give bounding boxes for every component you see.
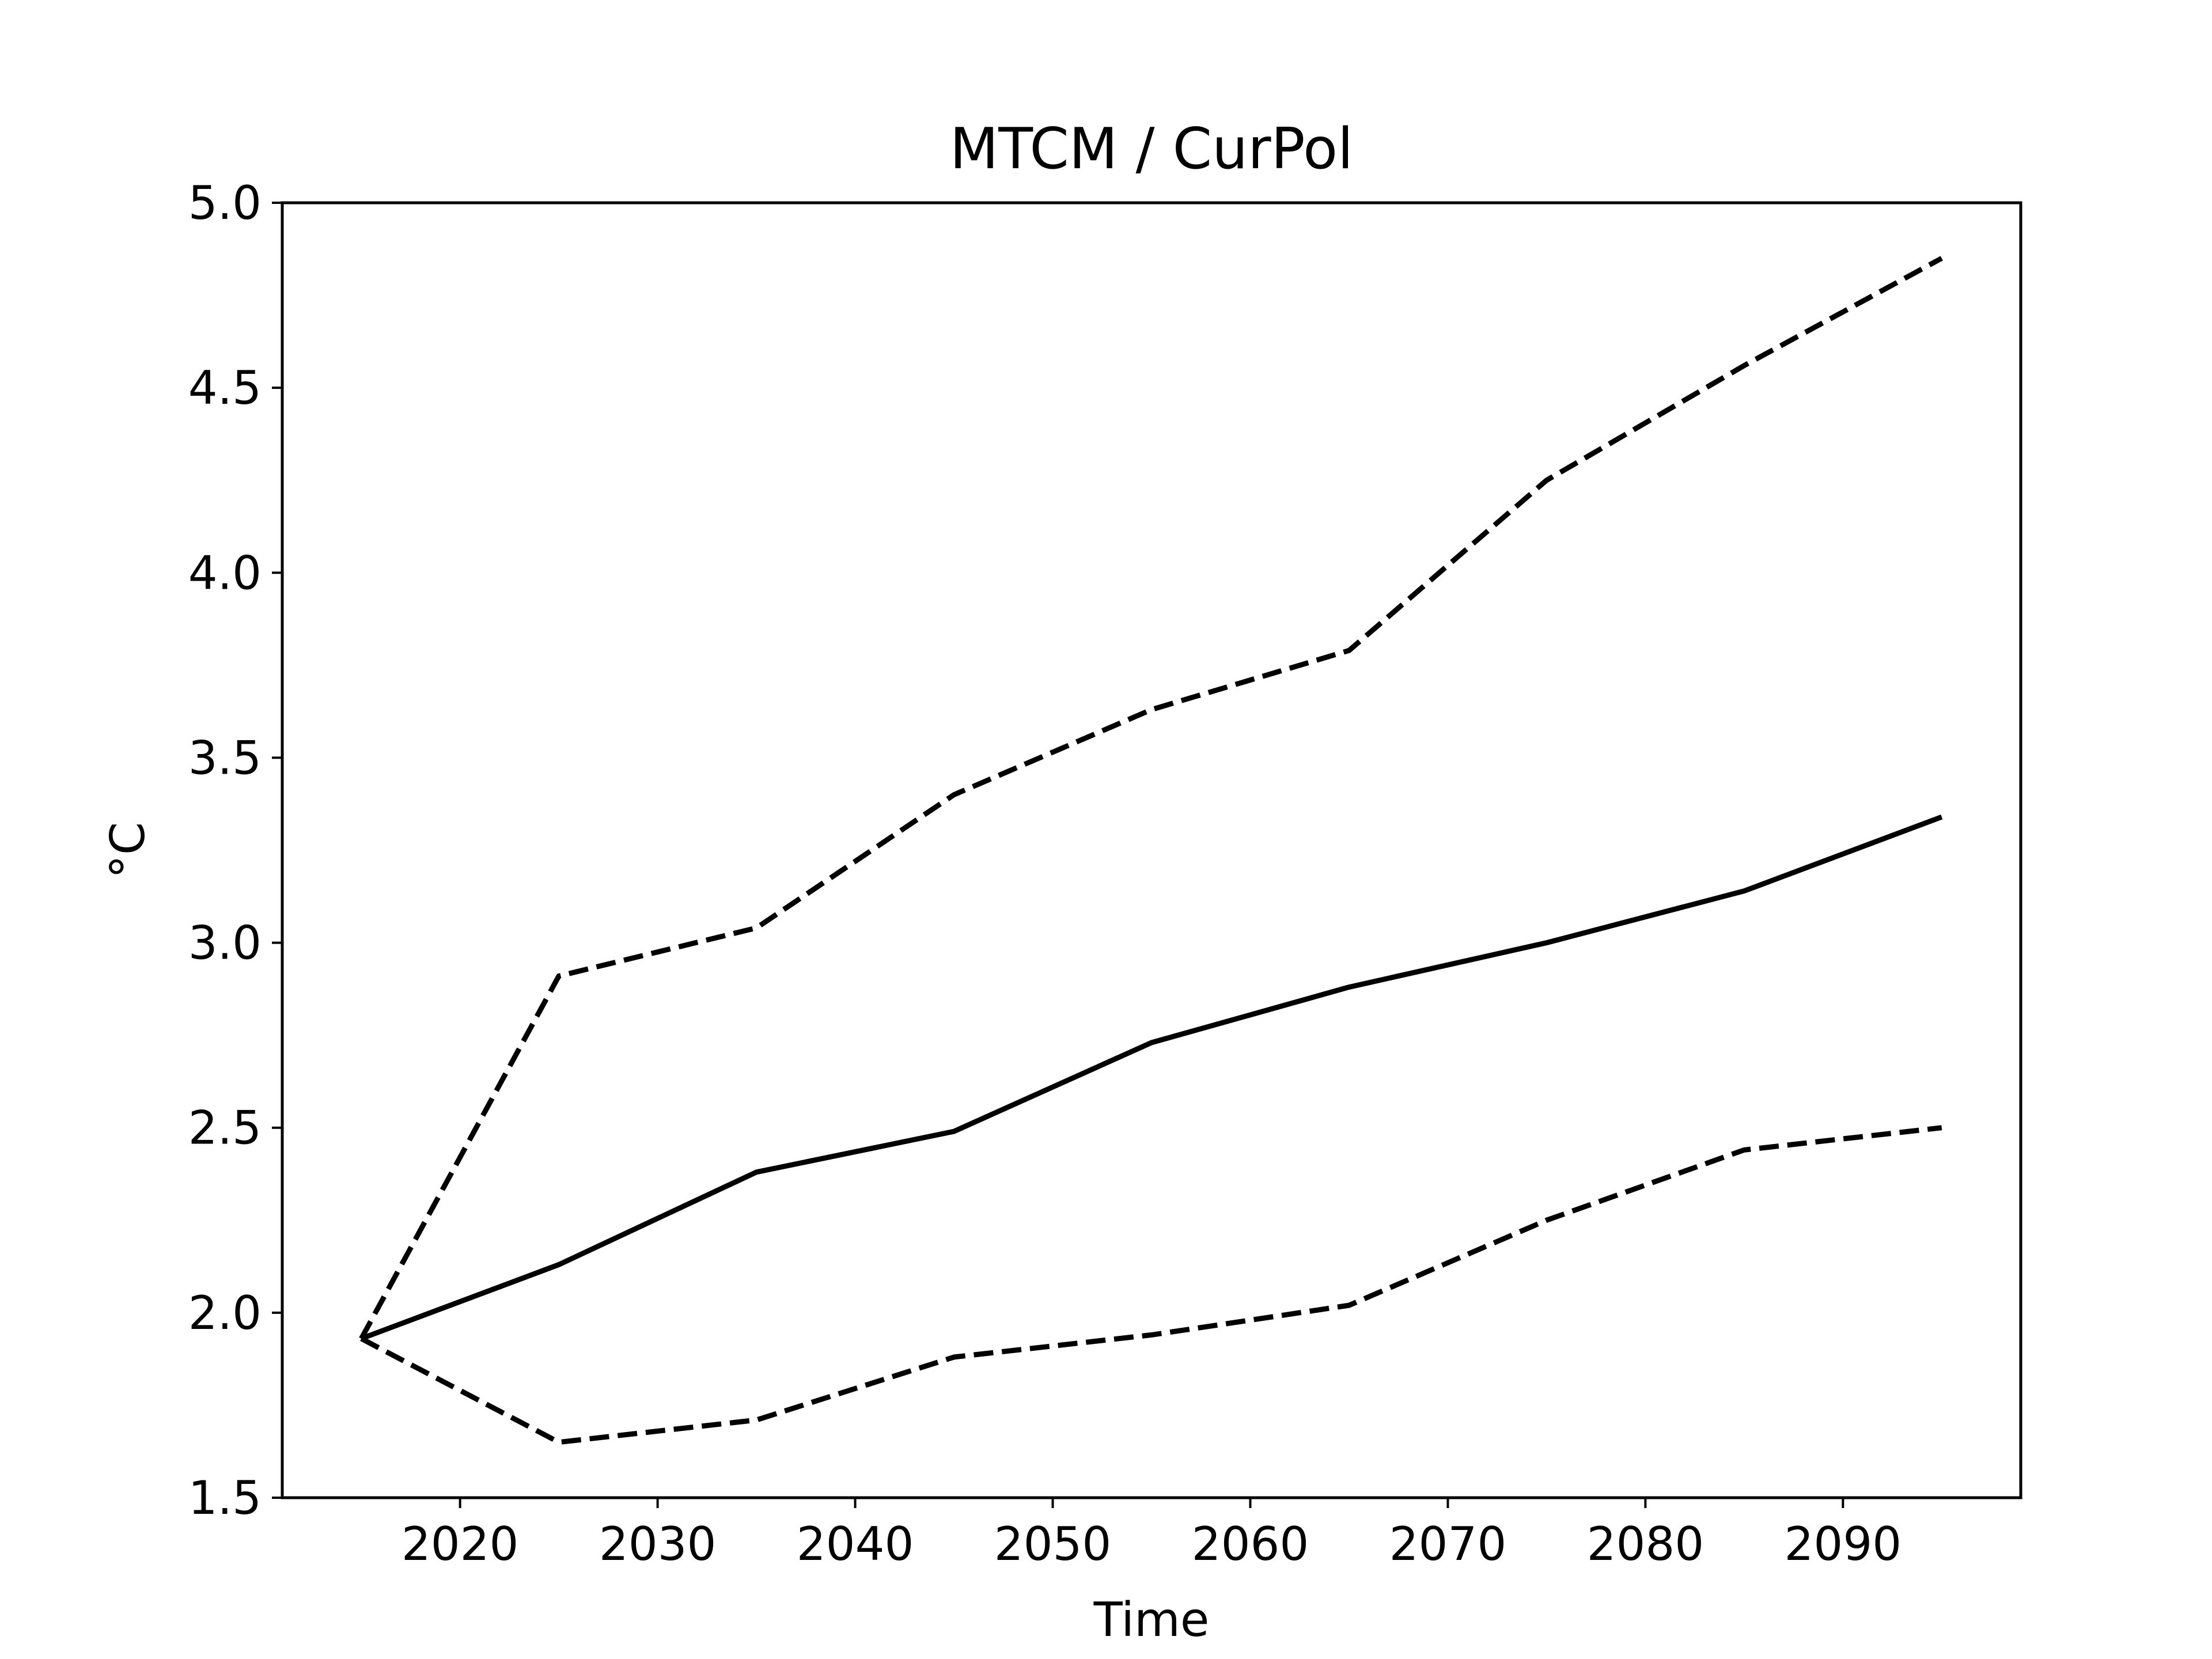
x-tick-label: 2090 bbox=[1785, 1517, 1902, 1571]
y-tick-label: 1.5 bbox=[188, 1471, 262, 1525]
plot-area-frame bbox=[281, 201, 2022, 1499]
series-line-2-dashed bbox=[359, 256, 1943, 1340]
x-tick-label: 2070 bbox=[1389, 1517, 1507, 1571]
y-tick-label: 2.5 bbox=[188, 1101, 262, 1155]
series-line-3-dashed bbox=[360, 1125, 1942, 1445]
y-tick-label: 5.0 bbox=[188, 176, 262, 230]
y-tick-label: 3.0 bbox=[188, 916, 262, 970]
x-tick-label: 2080 bbox=[1587, 1517, 1705, 1571]
x-tick-label: 2040 bbox=[797, 1517, 914, 1571]
y-tick-label: 4.0 bbox=[188, 546, 262, 600]
y-tick-label: 4.5 bbox=[188, 361, 262, 415]
y-tick-label: 3.5 bbox=[188, 731, 262, 785]
x-tick-label: 2030 bbox=[599, 1517, 717, 1571]
y-tick-label: 2.0 bbox=[188, 1286, 262, 1340]
chart-title: MTCM / CurPol bbox=[950, 116, 1354, 182]
y-axis-label: °C bbox=[101, 822, 156, 878]
series-layer bbox=[359, 256, 1943, 1445]
x-tick-label: 2020 bbox=[402, 1517, 519, 1571]
x-tick-label: 2050 bbox=[994, 1517, 1112, 1571]
x-tick-label: 2060 bbox=[1192, 1517, 1309, 1571]
ticks-layer: 2020 2030 2040 2050 2060 2070 2080 2090 1.5 2.0 2.… bbox=[188, 176, 1902, 1571]
series-line-1-solid bbox=[360, 814, 1943, 1342]
x-axis-label: Time bbox=[1093, 1593, 1210, 1647]
